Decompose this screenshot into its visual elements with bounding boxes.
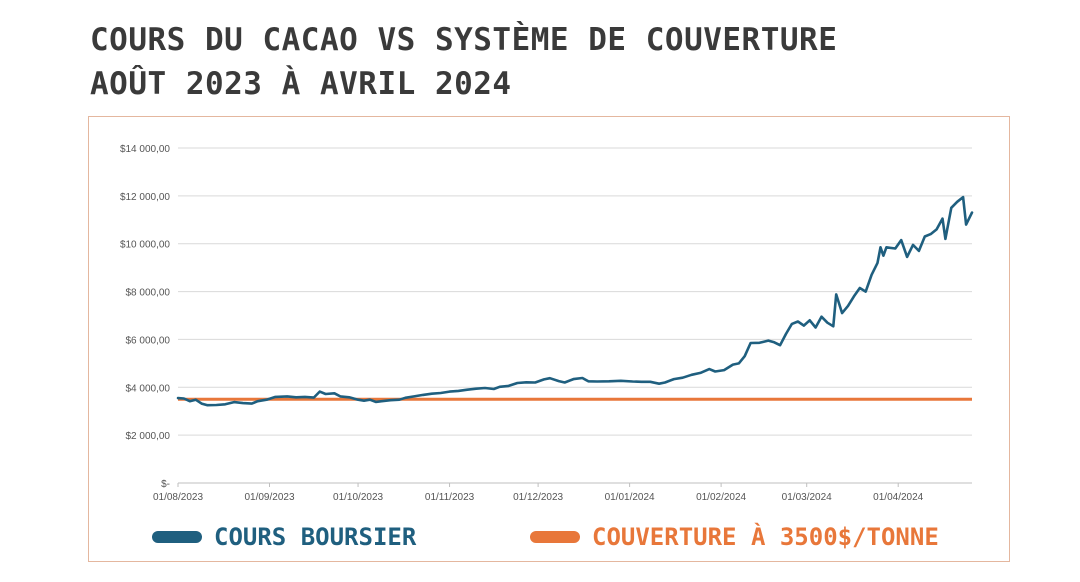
y-tick-label: $6 000,00 xyxy=(126,335,171,346)
chart-title-line-1: COURS DU CACAO VS SYSTÈME DE COUVERTURE xyxy=(90,22,838,58)
x-tick-label: 01/01/2024 xyxy=(605,492,655,503)
chart-frame xyxy=(88,116,1010,562)
y-tick-label: $14 000,00 xyxy=(120,144,170,155)
x-tick-label: 01/10/2023 xyxy=(333,492,383,503)
y-tick-label: $8 000,00 xyxy=(126,288,171,299)
y-tick-label: $- xyxy=(161,479,170,490)
chart-title-line-2: AOÛT 2023 À AVRIL 2024 xyxy=(90,66,512,102)
legend-item-price: COURS BOURSIER xyxy=(152,520,416,554)
legend-label-hedge: COUVERTURE À 3500$/TONNE xyxy=(592,523,939,551)
legend-label-price: COURS BOURSIER xyxy=(214,523,417,551)
x-tick-label: 01/02/2024 xyxy=(696,492,746,503)
x-tick-label: 01/04/2024 xyxy=(873,492,923,503)
x-tick-label: 01/08/2023 xyxy=(153,492,203,503)
legend-swatch-price xyxy=(152,531,202,543)
chart-title: COURS DU CACAO VS SYSTÈME DE COUVERTURE … xyxy=(90,18,837,106)
legend-item-hedge: COUVERTURE À 3500$/TONNE xyxy=(530,520,939,554)
legend-swatch-hedge xyxy=(530,531,580,543)
y-tick-label: $10 000,00 xyxy=(120,240,170,251)
y-tick-label: $2 000,00 xyxy=(126,431,171,442)
x-tick-label: 01/09/2023 xyxy=(244,492,294,503)
y-tick-label: $4 000,00 xyxy=(126,383,171,394)
x-tick-label: 01/11/2023 xyxy=(425,492,475,503)
y-tick-label: $12 000,00 xyxy=(120,192,170,203)
series-line-price xyxy=(176,195,974,407)
x-tick-label: 01/12/2023 xyxy=(513,492,563,503)
x-tick-label: 01/03/2024 xyxy=(782,492,832,503)
